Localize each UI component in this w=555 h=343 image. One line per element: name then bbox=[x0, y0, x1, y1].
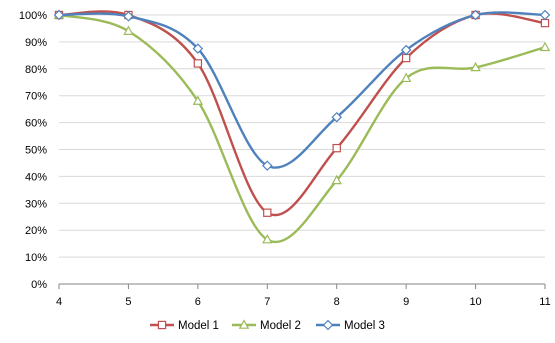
gridlines bbox=[59, 14, 545, 285]
data-point bbox=[192, 43, 204, 54]
legend-label: Model 2 bbox=[260, 320, 301, 332]
x-tick-label: 9 bbox=[403, 296, 409, 308]
series-layer bbox=[53, 9, 551, 244]
y-tick-label: 70% bbox=[25, 91, 47, 103]
y-tick-label: 100% bbox=[19, 10, 47, 22]
y-tick-label: 40% bbox=[25, 171, 47, 183]
x-tick-label: 8 bbox=[334, 296, 340, 308]
data-point bbox=[401, 53, 411, 63]
x-tick-label: 6 bbox=[195, 296, 201, 308]
series-line bbox=[58, 11, 546, 169]
legend-item: Model 2 bbox=[232, 319, 301, 332]
y-axis-ticks: 0% 10% 20% 30% 40% 50% 60% 70% 80% 90% 100% bbox=[19, 10, 47, 291]
x-tick-label: 5 bbox=[125, 296, 131, 308]
data-point bbox=[470, 61, 481, 72]
legend-marker bbox=[157, 320, 167, 330]
legend: Model 1 Model 2 Model 3 bbox=[150, 319, 385, 332]
data-point bbox=[540, 18, 550, 28]
data-point bbox=[123, 25, 134, 35]
data-point bbox=[193, 59, 203, 68]
x-tick-label: 11 bbox=[539, 296, 550, 308]
x-axis-ticks: 4 5 6 7 8 9 10 11 bbox=[56, 284, 551, 308]
y-tick-label: 90% bbox=[25, 37, 47, 49]
data-point bbox=[123, 11, 134, 22]
data-point bbox=[400, 44, 412, 56]
legend-marker bbox=[238, 319, 250, 329]
legend-marker bbox=[322, 319, 334, 331]
series-2 bbox=[53, 9, 551, 244]
y-tick-label: 20% bbox=[25, 225, 47, 237]
series-3 bbox=[53, 9, 551, 171]
series-line bbox=[58, 13, 546, 244]
legend-item: Model 3 bbox=[316, 319, 385, 332]
y-tick-label: 60% bbox=[25, 118, 47, 130]
y-tick-label: 80% bbox=[25, 64, 47, 76]
data-point bbox=[470, 9, 481, 21]
x-tick-label: 4 bbox=[56, 296, 62, 308]
data-point bbox=[53, 9, 65, 21]
y-tick-label: 10% bbox=[25, 252, 47, 264]
y-tick-label: 30% bbox=[25, 198, 47, 210]
data-point bbox=[192, 95, 204, 105]
data-point bbox=[332, 143, 341, 153]
y-tick-label: 0% bbox=[31, 279, 47, 291]
x-tick-label: 10 bbox=[469, 296, 481, 308]
data-point bbox=[539, 9, 551, 21]
data-point bbox=[331, 111, 342, 123]
x-tick-label: 7 bbox=[264, 296, 270, 308]
legend-item: Model 1 bbox=[150, 320, 219, 332]
data-point bbox=[262, 233, 273, 244]
legend-label: Model 3 bbox=[344, 320, 385, 332]
data-point bbox=[263, 208, 272, 217]
data-point bbox=[539, 41, 551, 52]
data-point bbox=[400, 72, 412, 83]
legend-label: Model 1 bbox=[178, 320, 219, 332]
data-point bbox=[331, 174, 342, 185]
y-tick-label: 50% bbox=[25, 145, 47, 157]
data-point bbox=[262, 160, 273, 171]
